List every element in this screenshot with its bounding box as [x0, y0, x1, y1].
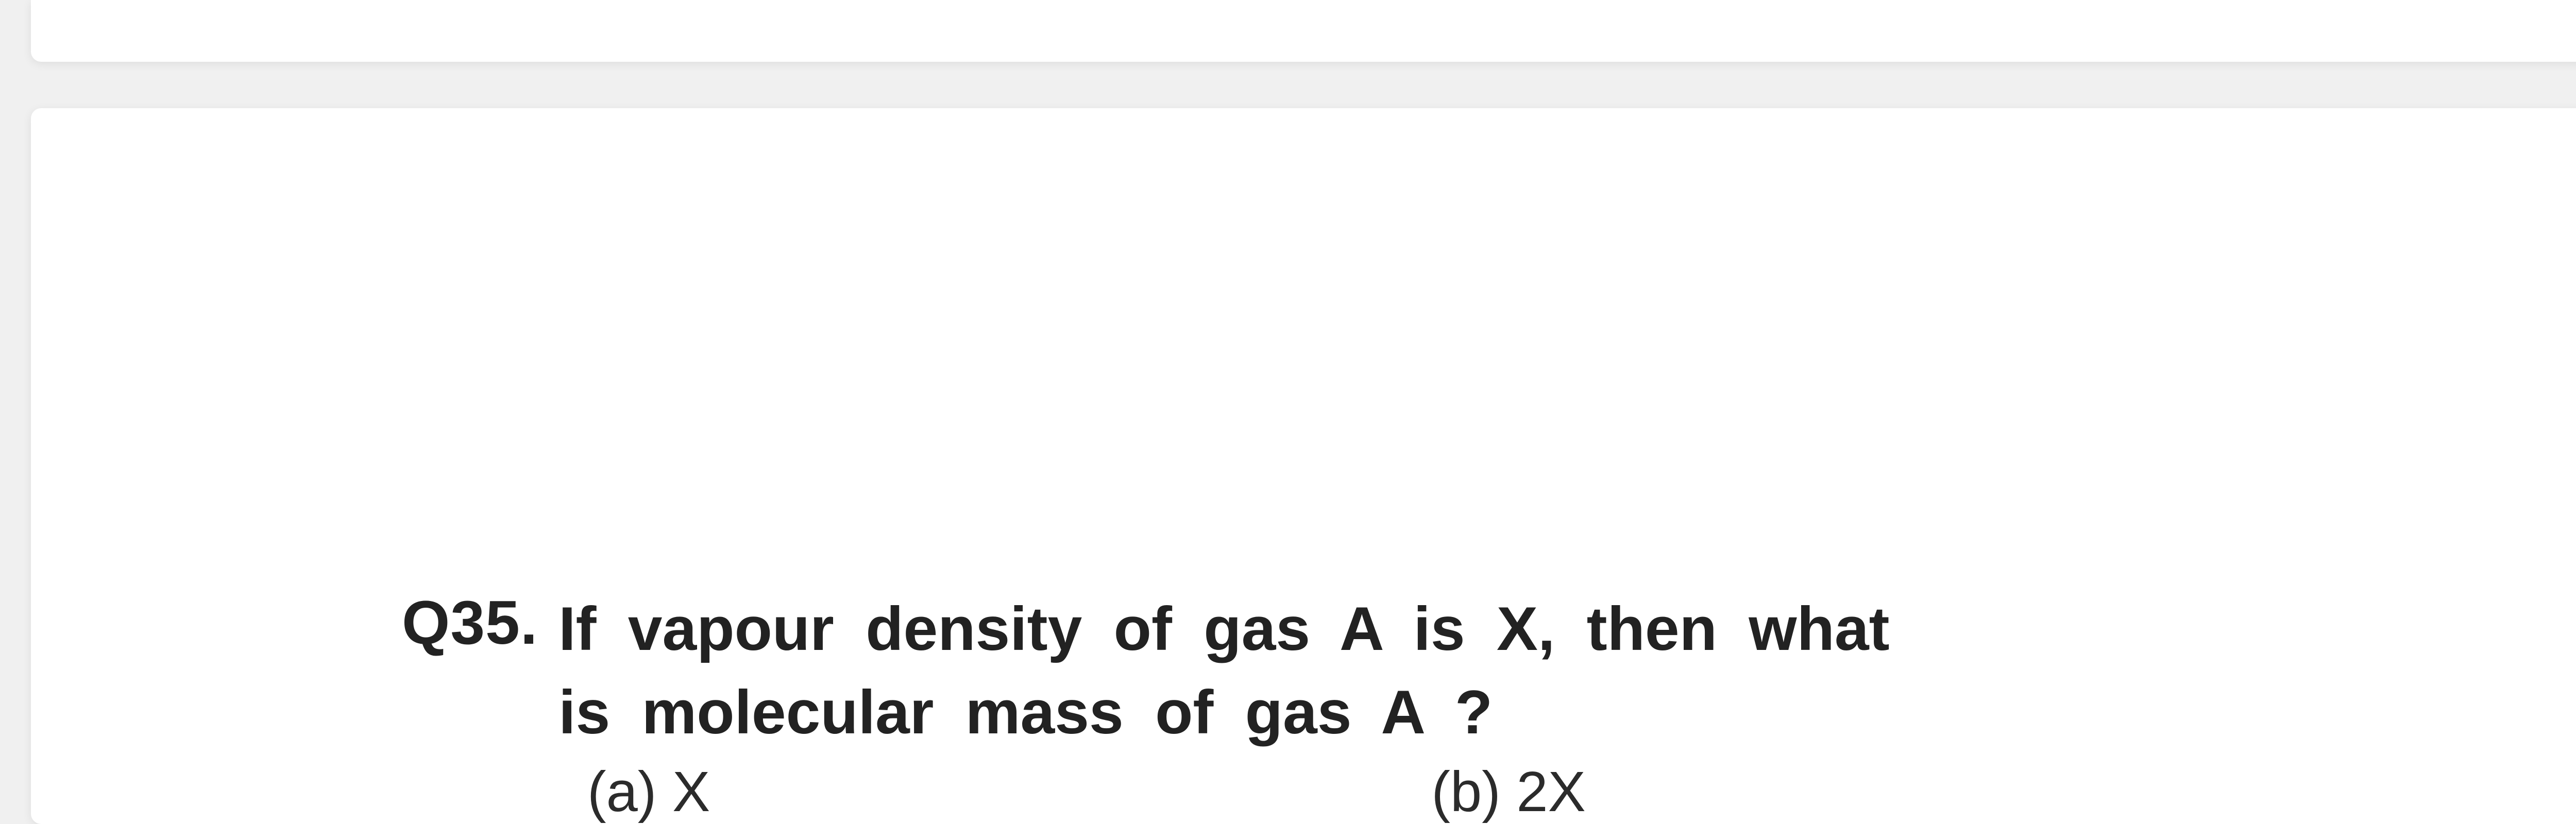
question-line-2: is molecular mass of gas A ? [558, 678, 1493, 747]
option-a: (a) X [587, 759, 710, 824]
options-row: (a) X (b) 2X [587, 759, 2154, 824]
question-card: Q35. If vapour density of gas A is X, th… [31, 108, 2576, 824]
previous-card-sliver [31, 0, 2576, 62]
question-block: Q35. If vapour density of gas A is X, th… [402, 587, 2154, 824]
option-b: (b) 2X [1431, 759, 1586, 824]
question-number: Q35. [402, 587, 538, 658]
question-text: If vapour density of gas A is X, then wh… [558, 587, 1889, 754]
question-line-1: If vapour density of gas A is X, then wh… [558, 594, 1889, 663]
question-row: Q35. If vapour density of gas A is X, th… [402, 587, 2154, 754]
